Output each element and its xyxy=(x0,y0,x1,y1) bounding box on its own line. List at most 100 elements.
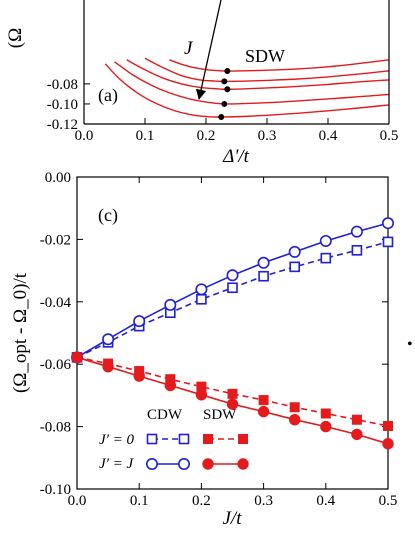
panel-c-x-tick-label: 0.1 xyxy=(130,493,149,509)
legend-sdw-jprime-0-marker xyxy=(238,434,248,444)
panel-c-x-tick-label: 0.0 xyxy=(68,493,87,509)
legend-row-jprime-j: J' = J xyxy=(99,456,134,472)
legend-cdw-jprime-0-marker xyxy=(178,433,190,445)
series-point-cdw-jprime-0 xyxy=(351,245,363,256)
panel-c-x-tick-label: 0.5 xyxy=(379,493,398,509)
panel-a-curves xyxy=(104,57,389,118)
panel-a-minimum-1 xyxy=(224,68,231,75)
panel-c-y-tick-label: -0.04 xyxy=(40,295,72,311)
series-point-sdw-jprime-0 xyxy=(320,408,331,419)
panel-c-y-tick-label: 0.00 xyxy=(45,170,71,186)
series-line-cdw-jprime-0 xyxy=(76,241,389,359)
panel-a-minimum-3 xyxy=(224,86,231,93)
panel-a-curve-5 xyxy=(104,63,389,118)
panel-c-y-tick-label: -0.02 xyxy=(40,232,71,248)
panel-a-minimum-4 xyxy=(221,100,228,107)
j-arrow-label: J xyxy=(184,38,194,59)
legend-samples xyxy=(146,433,249,470)
legend-cdw-jprime-j-marker xyxy=(178,457,191,470)
series-point-sdw-jprime-0 xyxy=(351,414,362,425)
panel-c-x-tick-label: 0.3 xyxy=(254,493,273,509)
panel-c-x-tick-label: 0.2 xyxy=(192,493,211,509)
panel-a-minima xyxy=(218,68,231,120)
legend-cdw-jprime-0-marker xyxy=(146,433,158,445)
series-point-sdw-jprime-0 xyxy=(289,402,300,413)
panel-a-x-tick-label: 0.0 xyxy=(75,128,94,144)
legend-sdw-jprime-j-marker xyxy=(237,458,249,470)
series-point-cdw-jprime-j xyxy=(257,256,270,269)
series-point-sdw-jprime-j xyxy=(382,438,394,450)
panel-a-y-ticks: -0.12 -0.10 -0.08 xyxy=(47,77,90,133)
panel-a-label: (a) xyxy=(98,85,118,106)
series-point-cdw-jprime-0 xyxy=(227,282,238,294)
panel-c-x-tick-label: 0.4 xyxy=(316,493,335,509)
panel-a-minimum-5 xyxy=(218,113,225,120)
series-point-cdw-jprime-j xyxy=(319,234,332,247)
legend-row-jprime-0: J' = 0 xyxy=(99,432,134,448)
series-point-sdw-jprime-j xyxy=(102,360,114,373)
j-arrow xyxy=(195,0,222,101)
series-point-sdw-jprime-j xyxy=(351,428,363,441)
series-point-sdw-jprime-0 xyxy=(383,420,393,431)
series-point-cdw-jprime-j xyxy=(133,315,146,328)
panel-c-y-ticks: -0.10 -0.08 -0.06 -0.04 -0.02 0.00 xyxy=(40,170,388,498)
series-point-sdw-jprime-j xyxy=(226,398,239,410)
panel-a-minimum-2 xyxy=(221,78,228,85)
series-point-cdw-jprime-j xyxy=(288,245,301,258)
legend-cdw-jprime-j-marker xyxy=(146,457,159,470)
series-point-sdw-jprime-j xyxy=(257,405,270,418)
panel-a-y-tick-label: -0.08 xyxy=(47,77,78,93)
series-point-sdw-jprime-j xyxy=(133,370,145,382)
series-point-sdw-jprime-j xyxy=(164,379,177,392)
series-point-cdw-jprime-0 xyxy=(258,270,269,282)
panel-a-y-label: (Ω xyxy=(5,28,26,48)
series-line-sdw-jprime-0 xyxy=(76,356,389,427)
series-point-cdw-jprime-0 xyxy=(320,252,332,264)
series-point-cdw-jprime-0 xyxy=(196,294,207,305)
panel-a-x-label: Δ'/t xyxy=(222,146,249,167)
panel-a-x-tick-label: 0.2 xyxy=(197,128,216,144)
panel-a-y-tick-label: -0.12 xyxy=(47,117,78,133)
legend: CDW SDW J' = 0 J' = J xyxy=(99,407,249,472)
panel-a-x-ticks: 0.0 0.1 0.2 0.3 0.4 0.5 xyxy=(75,118,399,144)
panel-c-y-label: (Ω_opt - Ω_0)/t xyxy=(10,272,31,393)
panel-c-x-ticks: 0.0 0.1 0.2 0.3 0.4 0.5 xyxy=(68,177,398,509)
panel-a-x-tick-label: 0.3 xyxy=(258,128,277,144)
series-point-cdw-jprime-j xyxy=(195,283,208,296)
panel-a-x-tick-label: 0.5 xyxy=(380,128,399,144)
series-point-sdw-jprime-j xyxy=(195,389,208,401)
series-point-sdw-jprime-j xyxy=(71,351,83,364)
series-point-cdw-jprime-0 xyxy=(289,261,301,273)
series-point-sdw-jprime-j xyxy=(289,414,301,426)
series-point-sdw-jprime-0 xyxy=(258,395,269,406)
legend-header-cdw: CDW xyxy=(147,407,183,423)
series-point-sdw-jprime-j xyxy=(320,420,332,433)
panel-c-y-tick-label: -0.08 xyxy=(40,420,71,436)
panel-a-curve-2 xyxy=(144,57,389,83)
series-point-sdw-jprime-0 xyxy=(227,388,238,399)
legend-sdw-jprime-0-marker xyxy=(203,434,213,444)
panel-a: 0.0 0.1 0.2 0.3 0.4 0.5 -0.12 -0.10 -0.08 J SDW… xyxy=(5,0,398,167)
panel-c-x-label: J/t xyxy=(223,508,243,529)
panel-a-x-tick-label: 0.1 xyxy=(136,128,155,144)
panel-c: 0.0 0.1 0.2 0.3 0.4 0.5 -0.10-0.08-0.06-0.04-… xyxy=(10,170,397,529)
series-point-cdw-jprime-j xyxy=(226,269,239,282)
panel-a-curve-1 xyxy=(169,59,389,72)
panel-c-label: (c) xyxy=(98,205,118,226)
panel-c-y-tick-label: -0.06 xyxy=(40,357,72,373)
sdw-label: SDW xyxy=(245,46,285,66)
side-mark: • xyxy=(407,336,413,353)
panel-c-frame xyxy=(76,176,389,490)
legend-sdw-jprime-j-marker xyxy=(202,458,214,470)
legend-header-sdw: SDW xyxy=(203,407,237,423)
series-point-cdw-jprime-j xyxy=(381,217,394,230)
panel-c-y-tick-label: -0.10 xyxy=(40,482,71,498)
series-point-cdw-jprime-j xyxy=(164,298,177,311)
series-point-cdw-jprime-j xyxy=(102,333,115,346)
panel-a-x-tick-label: 0.4 xyxy=(319,128,338,144)
series-point-cdw-jprime-0 xyxy=(382,236,394,248)
panel-a-y-tick-label: -0.10 xyxy=(47,97,78,113)
series-point-cdw-jprime-j xyxy=(350,225,363,238)
panel-c-series xyxy=(71,217,394,450)
